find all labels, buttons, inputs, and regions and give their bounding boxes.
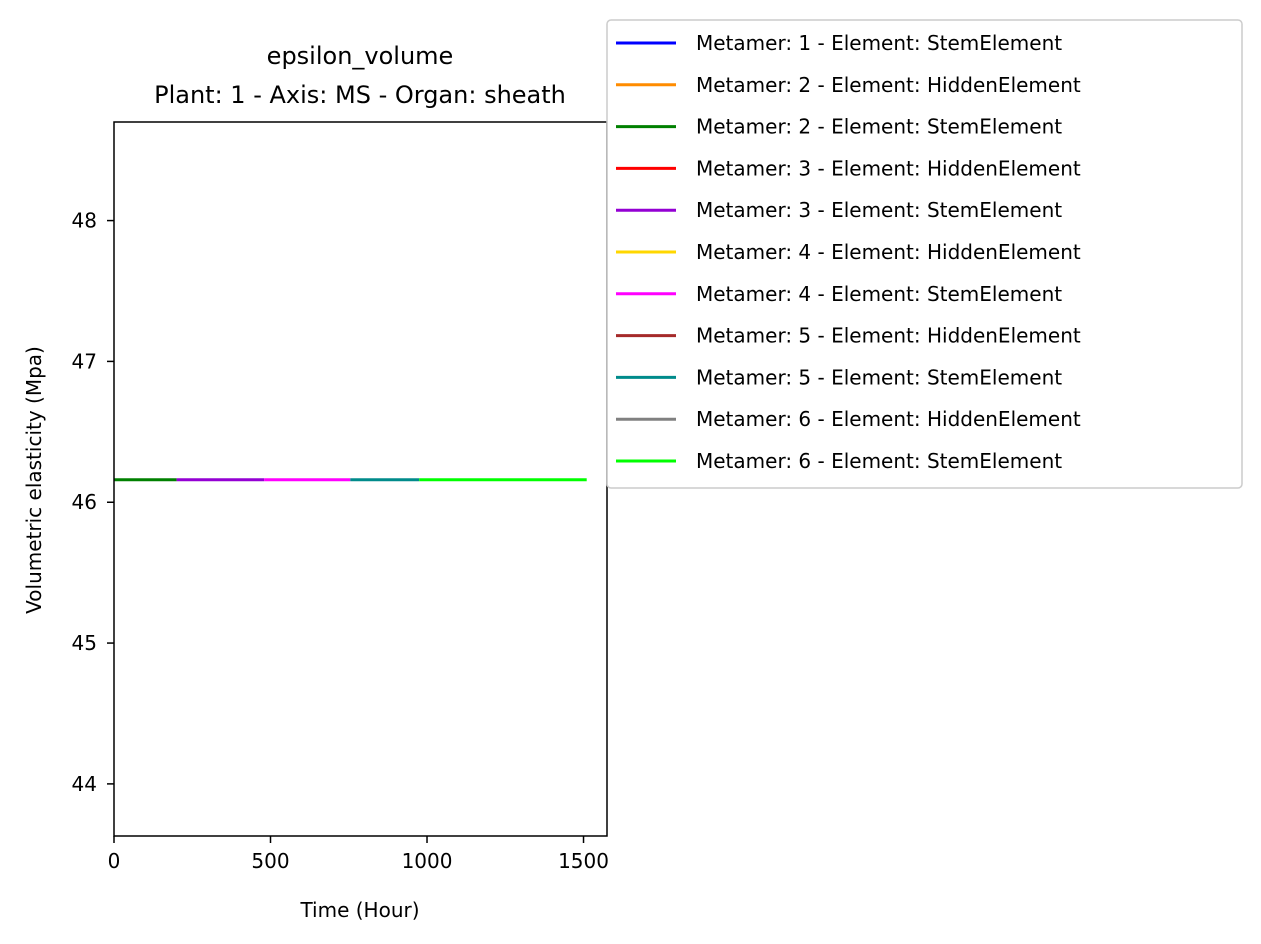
x-tick-label: 500: [251, 849, 289, 873]
y-tick-label: 44: [72, 772, 97, 796]
legend-label-9: Metamer: 5 - Element: StemElement: [696, 365, 1062, 389]
legend-label-1: Metamer: 1 - Element: StemElement: [696, 31, 1062, 55]
chart-title: epsilon_volume: [267, 42, 454, 70]
legend-label-8: Metamer: 5 - Element: HiddenElement: [696, 324, 1081, 348]
legend: Metamer: 1 - Element: StemElement Metamer…: [606, 19, 1243, 489]
x-tick-label: 1000: [402, 849, 453, 873]
y-axis-label: Volumetric elasticity (Mpa): [22, 346, 46, 614]
legend-label-7: Metamer: 4 - Element: StemElement: [696, 282, 1062, 306]
legend-label-3: Metamer: 2 - Element: StemElement: [696, 115, 1062, 139]
x-axis: 0 500 1000 1500: [108, 836, 609, 873]
legend-label-10: Metamer: 6 - Element: HiddenElement: [696, 407, 1081, 431]
y-tick-label: 45: [72, 631, 97, 655]
legend-label-5: Metamer: 3 - Element: StemElement: [696, 198, 1062, 222]
legend-label-4: Metamer: 3 - Element: HiddenElement: [696, 156, 1081, 180]
y-tick-label: 46: [72, 490, 97, 514]
legend-label-6: Metamer: 4 - Element: HiddenElement: [696, 240, 1081, 264]
legend-label-11: Metamer: 6 - Element: StemElement: [696, 449, 1062, 473]
legend-label-2: Metamer: 2 - Element: HiddenElement: [696, 73, 1081, 97]
x-tick-label: 0: [108, 849, 121, 873]
y-axis: 44 45 46 47 48: [72, 209, 114, 796]
y-tick-label: 48: [72, 209, 97, 233]
legend-box: [606, 19, 1243, 489]
x-axis-label: Time (Hour): [299, 898, 419, 922]
y-tick-label: 47: [72, 349, 97, 373]
chart-subtitle: Plant: 1 - Axis: MS - Organ: sheath: [154, 81, 566, 109]
x-tick-label: 1500: [558, 849, 609, 873]
